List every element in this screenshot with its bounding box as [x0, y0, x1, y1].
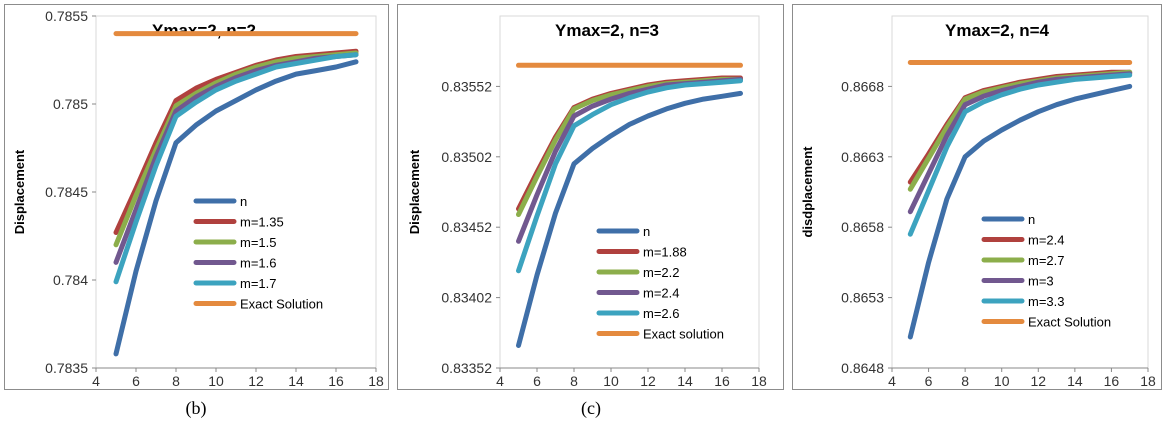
- x-tick-label: 14: [677, 373, 693, 389]
- legend-label: Exact solution: [643, 327, 724, 342]
- legend-label: n: [240, 194, 247, 209]
- x-tick-label: 4: [888, 373, 896, 389]
- x-tick-label: 10: [994, 373, 1010, 389]
- legend-label: n: [1028, 212, 1035, 227]
- series-line-4: [113, 52, 359, 285]
- y-tick-label: 0.8663: [841, 149, 884, 165]
- legend-label: m=2.2: [643, 265, 680, 280]
- y-tick-label: 0.7855: [45, 8, 88, 24]
- y-axis-label: Displacement: [407, 149, 422, 234]
- x-tick-label: 6: [132, 373, 140, 389]
- y-tick-label: 0.83502: [441, 149, 492, 165]
- y-tick-label: 0.83352: [441, 360, 492, 376]
- x-axis-label: no of elements: [187, 388, 286, 390]
- y-tick-label: 0.83452: [441, 219, 492, 235]
- x-tick-label: 16: [1104, 373, 1120, 389]
- chart-title: Ymax=2, n=4: [945, 21, 1050, 40]
- chart-c-svg: 0.83352 0.83402 0.83452 0.83502 0.83552 4 6 8 10…: [397, 4, 784, 390]
- x-tick-label: 16: [328, 373, 344, 389]
- legend-label: m=1.5: [240, 235, 277, 250]
- y-tick-label: 0.784: [53, 272, 88, 288]
- x-tick-label: 14: [288, 373, 304, 389]
- x-tick-label: 16: [714, 373, 730, 389]
- chart-d-svg: 0.8648 0.8653 0.8658 0.8663 0.8668 4 6 8 10 12 14 1…: [792, 4, 1162, 390]
- legend-label: m=2.7: [1028, 253, 1065, 268]
- x-tick-label: 6: [533, 373, 541, 389]
- series-line-0: [907, 83, 1133, 340]
- y-tick-label: 0.83402: [441, 290, 492, 306]
- series-line-4: [516, 78, 743, 274]
- x-tick-label: 12: [248, 373, 264, 389]
- chart-frame: [397, 4, 784, 390]
- legend-label: m=3.3: [1028, 294, 1065, 309]
- x-tick-label: 14: [1067, 373, 1083, 389]
- y-tick-label: 0.785: [53, 96, 88, 112]
- y-tick-label: 0.8648: [841, 360, 884, 376]
- x-tick-label: 12: [1030, 373, 1046, 389]
- y-tick-label: 0.7835: [45, 360, 88, 376]
- y-axis-label: Displacement: [12, 149, 27, 234]
- caption-b: (b): [185, 398, 207, 418]
- chart-title: Ymax=2, n=3: [555, 21, 659, 40]
- chart-panel-b: 0.7835 0.784 0.7845 0.785 0.7855 4 6 8 10 12 14 16 1…: [4, 4, 389, 390]
- y-tick-label: 0.83552: [441, 78, 492, 94]
- x-axis-label: no of elements: [580, 388, 679, 390]
- x-tick-label: 10: [603, 373, 619, 389]
- x-tick-label: 6: [925, 373, 933, 389]
- x-tick-label: 18: [751, 373, 767, 389]
- legend-label: Exact Solution: [240, 297, 323, 312]
- caption-c: (c): [581, 398, 601, 418]
- x-tick-label: 18: [368, 373, 384, 389]
- legend-label: m=2.6: [643, 306, 680, 321]
- series-line-0: [113, 59, 359, 357]
- chart-panel-c: 0.83352 0.83402 0.83452 0.83502 0.83552 4 6 8 10…: [397, 4, 784, 390]
- x-tick-label: 8: [570, 373, 578, 389]
- legend-label: m=2.4: [643, 286, 680, 301]
- chart-frame: [792, 4, 1162, 390]
- legend-label: m=1.88: [643, 245, 687, 260]
- legend-label: m=1.7: [240, 276, 277, 291]
- series-line-0: [516, 90, 743, 348]
- chart-panel-d: 0.8648 0.8653 0.8658 0.8663 0.8668 4 6 8 10 12 14 1…: [792, 4, 1162, 390]
- chart-b-svg: 0.7835 0.784 0.7845 0.785 0.7855 4 6 8 10 12 14 16 1…: [4, 4, 389, 390]
- x-tick-label: 12: [640, 373, 656, 389]
- x-tick-label: 4: [92, 373, 100, 389]
- x-tick-label: 18: [1140, 373, 1156, 389]
- y-tick-label: 0.7845: [45, 184, 88, 200]
- legend-label: Exact Solution: [1028, 315, 1111, 330]
- y-axis-label: disdplacement: [800, 146, 815, 238]
- chart-title: Ymax=2, n=2: [152, 21, 256, 40]
- legend-label: m=3: [1028, 274, 1054, 289]
- x-tick-label: 4: [496, 373, 504, 389]
- y-tick-label: 0.8653: [841, 290, 884, 306]
- x-tick-label: 10: [208, 373, 224, 389]
- x-tick-label: 8: [961, 373, 969, 389]
- legend-label: n: [643, 224, 650, 239]
- legend-label: m=2.4: [1028, 233, 1065, 248]
- legend-label: m=1.6: [240, 256, 277, 271]
- x-tick-label: 8: [172, 373, 180, 389]
- y-tick-label: 0.8668: [841, 78, 884, 94]
- legend-label: m=1.35: [240, 215, 284, 230]
- y-tick-label: 0.8658: [841, 219, 884, 235]
- x-axis-label: no of elements: [971, 388, 1070, 390]
- series-line-4: [907, 72, 1133, 237]
